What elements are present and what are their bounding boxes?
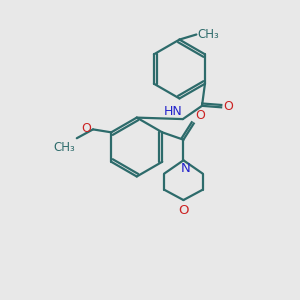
Text: HN: HN: [164, 105, 183, 118]
Text: O: O: [196, 109, 206, 122]
Text: CH₃: CH₃: [198, 28, 220, 41]
Text: CH₃: CH₃: [54, 141, 75, 154]
Text: O: O: [223, 100, 233, 113]
Text: O: O: [178, 204, 189, 217]
Text: N: N: [181, 162, 191, 176]
Text: O: O: [81, 122, 91, 135]
